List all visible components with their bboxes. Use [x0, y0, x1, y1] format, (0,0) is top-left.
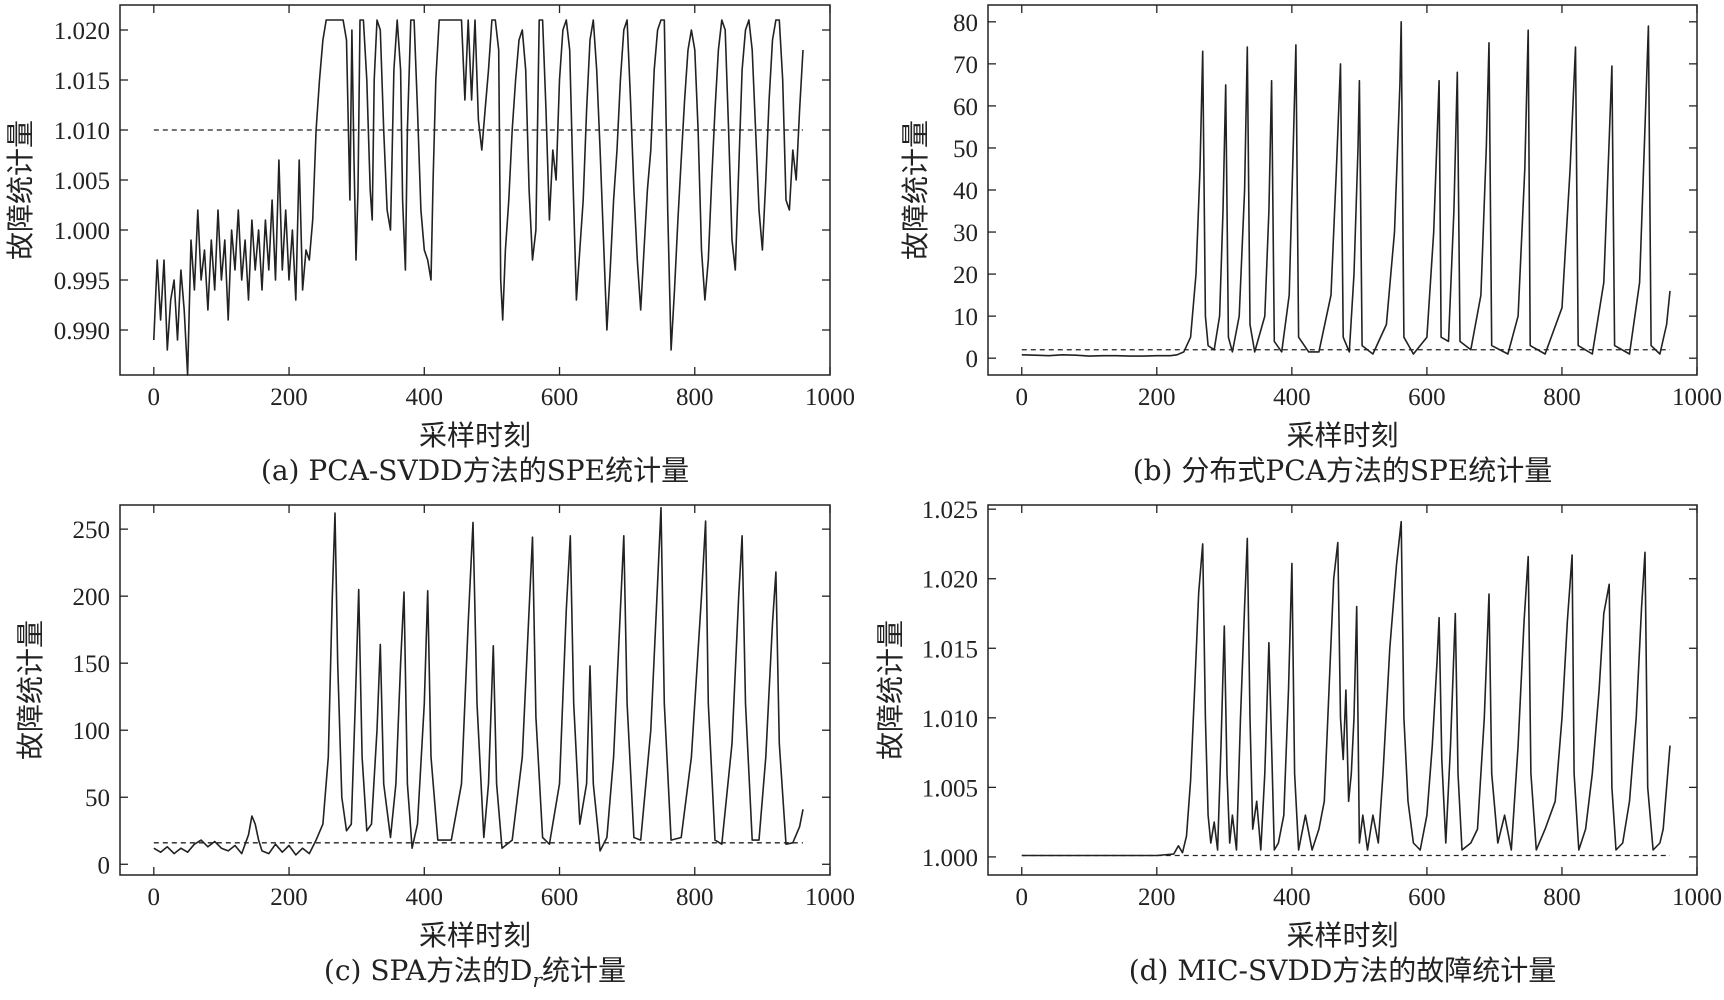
x-tick-label: 0	[1016, 884, 1029, 911]
y-tick-label: 40	[953, 178, 978, 205]
x-tick-label: 1000	[1672, 884, 1722, 911]
caption-subscript: r	[532, 968, 543, 992]
chart-panel-c: 0 200 400 600 800 1000 0 50 100 150 200 250 采样时刻 故障统计…	[14, 504, 855, 992]
data-series-line	[1021, 520, 1671, 857]
chart-caption: (b) 分布式PCA方法的SPE统计量	[1133, 454, 1553, 487]
y-tick-label: 1.000	[54, 218, 110, 245]
chart-panel-a: 0 200 400 600 800 1000 0.990 0.995 1.000 1.005 1.0…	[4, 4, 855, 487]
y-tick-label: 60	[953, 94, 978, 121]
y-tick-label: 1.020	[922, 567, 978, 594]
y-axis-label: 故障统计量	[14, 620, 47, 760]
y-axis-label: 故障统计量	[4, 120, 37, 260]
y-tick-label: 0.990	[54, 318, 110, 345]
caption-tail: 统计量	[542, 954, 626, 987]
x-tick-label: 600	[1408, 384, 1446, 411]
x-axis-label: 采样时刻	[1286, 919, 1398, 952]
x-tick-label: 400	[406, 384, 444, 411]
chart-panel-b: 0 200 400 600 800 1000 0 10 20 30 40 50 60 70 80 采样时刻 故障…	[899, 4, 1722, 487]
y-tick-label: 0.995	[54, 268, 110, 295]
plot-frame	[987, 504, 1698, 876]
x-axis-label: 采样时刻	[1286, 419, 1398, 452]
x-tick-label: 800	[1543, 384, 1581, 411]
y-tick-label: 10	[953, 304, 978, 331]
y-tick-label: 50	[85, 785, 110, 812]
x-tick-label: 1000	[805, 884, 855, 911]
x-tick-label: 1000	[1672, 384, 1722, 411]
x-tick-label: 600	[541, 384, 579, 411]
x-axis-label: 采样时刻	[419, 419, 531, 452]
x-tick-label: 400	[1273, 884, 1311, 911]
caption-text: (b) 分布式PCA方法的SPE统计量	[1133, 454, 1553, 487]
x-tick-label: 400	[406, 884, 444, 911]
x-tick-label: 200	[1138, 384, 1176, 411]
x-tick-label: 200	[270, 384, 308, 411]
x-tick-label: 600	[541, 884, 579, 911]
x-tick-label: 0	[148, 384, 161, 411]
y-tick-label: 70	[953, 52, 978, 79]
chart-caption: (c) SPA方法的Dr统计量	[324, 954, 626, 992]
x-tick-label: 0	[1016, 384, 1029, 411]
caption-text: (c) SPA方法的D	[324, 954, 533, 987]
x-tick-label: 800	[676, 384, 714, 411]
plot-frame	[119, 504, 831, 876]
x-tick-label: 800	[676, 884, 714, 911]
y-tick-label: 1.005	[54, 168, 110, 195]
x-tick-label: 400	[1273, 384, 1311, 411]
chart-caption: (d) MIC-SVDD方法的故障统计量	[1129, 954, 1557, 987]
y-tick-label: 0	[966, 346, 979, 373]
y-axis-label: 故障统计量	[899, 120, 932, 260]
chart-panel-d: 0 200 400 600 800 1000 1.000 1.005 1.010 1.015 1.0…	[874, 497, 1722, 987]
y-tick-label: 1.000	[922, 845, 978, 872]
x-tick-label: 1000	[805, 384, 855, 411]
caption-text: (a) PCA-SVDD方法的SPE统计量	[261, 454, 689, 487]
y-tick-label: 0	[98, 852, 111, 879]
y-axis-label: 故障统计量	[874, 620, 907, 760]
data-series-line	[153, 19, 804, 376]
x-tick-label: 200	[270, 884, 308, 911]
y-tick-label: 1.010	[922, 706, 978, 733]
y-tick-label: 1.015	[54, 68, 110, 95]
y-tick-label: 80	[953, 10, 978, 37]
y-tick-label: 200	[73, 584, 111, 611]
y-tick-label: 1.015	[922, 636, 978, 663]
y-tick-label: 250	[73, 517, 111, 544]
chart-caption: (a) PCA-SVDD方法的SPE统计量	[261, 454, 689, 487]
x-tick-label: 600	[1408, 884, 1446, 911]
x-tick-label: 200	[1138, 884, 1176, 911]
y-tick-label: 1.025	[922, 497, 978, 524]
y-tick-label: 1.005	[922, 775, 978, 802]
data-series-line	[153, 506, 804, 856]
x-tick-label: 0	[148, 884, 161, 911]
data-series-line	[1021, 20, 1671, 357]
y-tick-label: 100	[73, 718, 111, 745]
caption-text: (d) MIC-SVDD方法的故障统计量	[1129, 954, 1557, 987]
y-tick-label: 20	[953, 262, 978, 289]
plot-frame	[119, 4, 831, 376]
y-tick-label: 1.020	[54, 18, 110, 45]
y-tick-label: 150	[73, 651, 111, 678]
x-axis-label: 采样时刻	[419, 919, 531, 952]
y-tick-label: 30	[953, 220, 978, 247]
y-tick-label: 1.010	[54, 118, 110, 145]
y-tick-label: 50	[953, 136, 978, 163]
x-tick-label: 800	[1543, 884, 1581, 911]
